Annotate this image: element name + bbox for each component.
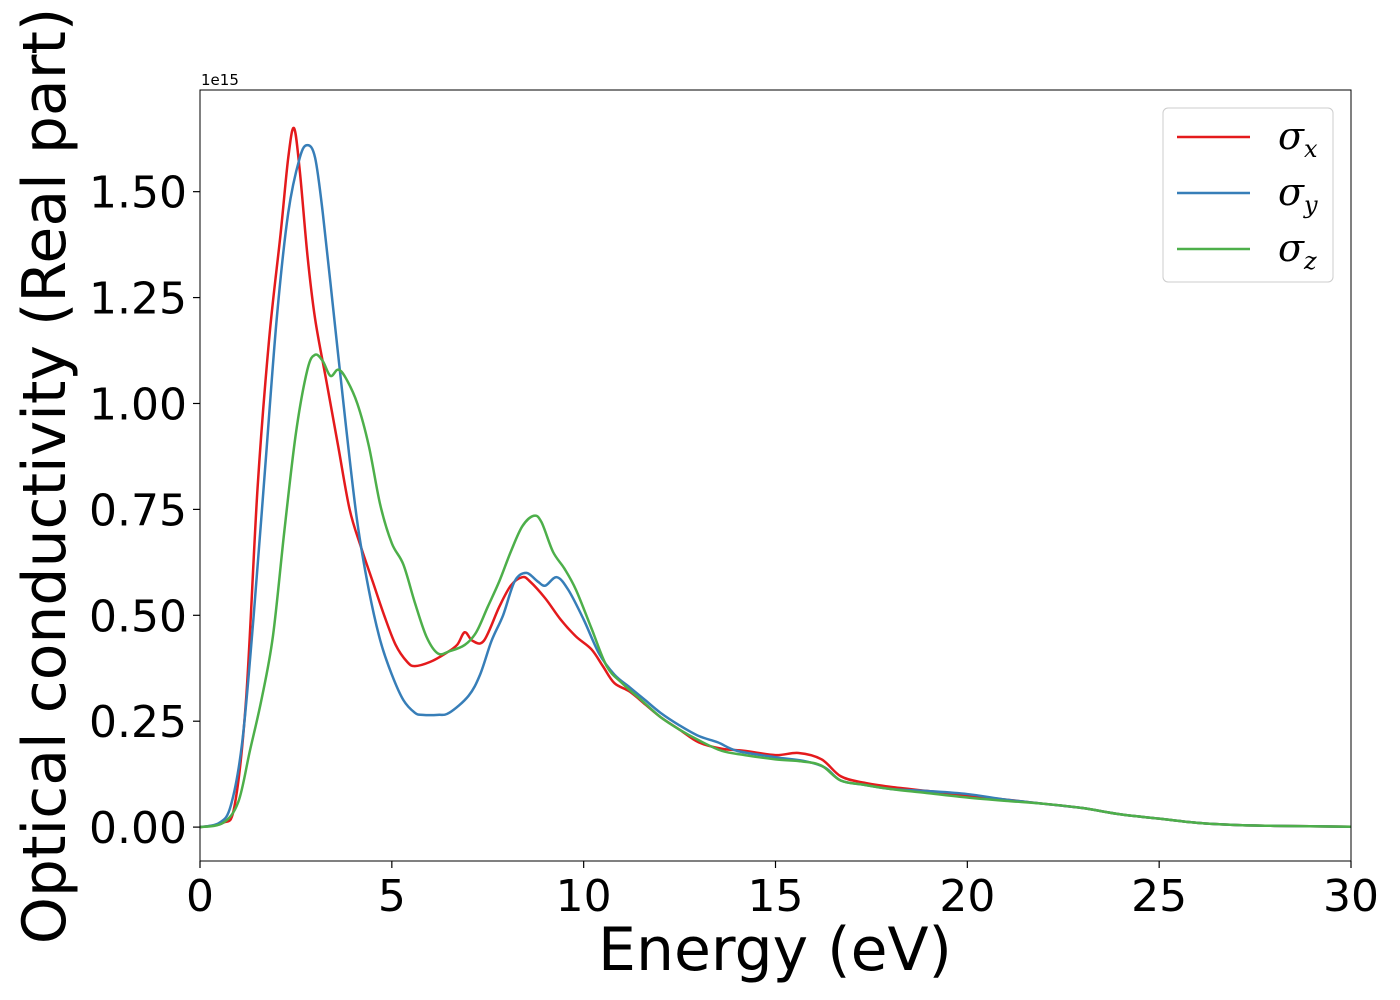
- x-tick-label: 10: [556, 871, 612, 922]
- legend-label-y: σy: [1278, 170, 1318, 219]
- y-tick-label: 1.50: [89, 168, 187, 219]
- legend-frame: [1162, 107, 1334, 283]
- series-layer: [200, 126, 1351, 829]
- x-tick-label: 0: [186, 871, 214, 922]
- x-tick-label: 20: [939, 871, 995, 922]
- x-tick-label: 30: [1323, 871, 1379, 922]
- x-tick-label: 25: [1131, 871, 1187, 922]
- x-tick-label: 5: [378, 871, 406, 922]
- y-tick-label: 0.75: [89, 485, 187, 536]
- y-tick-label: 0.25: [89, 697, 187, 748]
- y-tick-label: 1.00: [89, 379, 187, 430]
- x-tick-label: 15: [748, 871, 804, 922]
- y-tick-label: 0.00: [89, 803, 187, 854]
- series-line-z: [200, 353, 1351, 829]
- x-axis: 0 5 10 15 20 25 30: [186, 861, 1379, 922]
- y-tick-label: 0.50: [89, 591, 187, 642]
- y-axis: 0.00 0.25 0.50 0.75 1.00 1.25 1.50: [89, 168, 200, 854]
- y-axis-title: Optical conductivity (Real part): [10, 8, 80, 945]
- series-line-y: [200, 143, 1351, 829]
- legend: σx σy σz: [1162, 107, 1334, 283]
- x-axis-title: Energy (eV): [598, 915, 952, 985]
- y-tick-label: 1.25: [89, 274, 187, 325]
- legend-label-z: σz: [1278, 226, 1317, 275]
- y-offset-label: 1e15: [201, 71, 239, 89]
- legend-label-x: σx: [1278, 114, 1318, 163]
